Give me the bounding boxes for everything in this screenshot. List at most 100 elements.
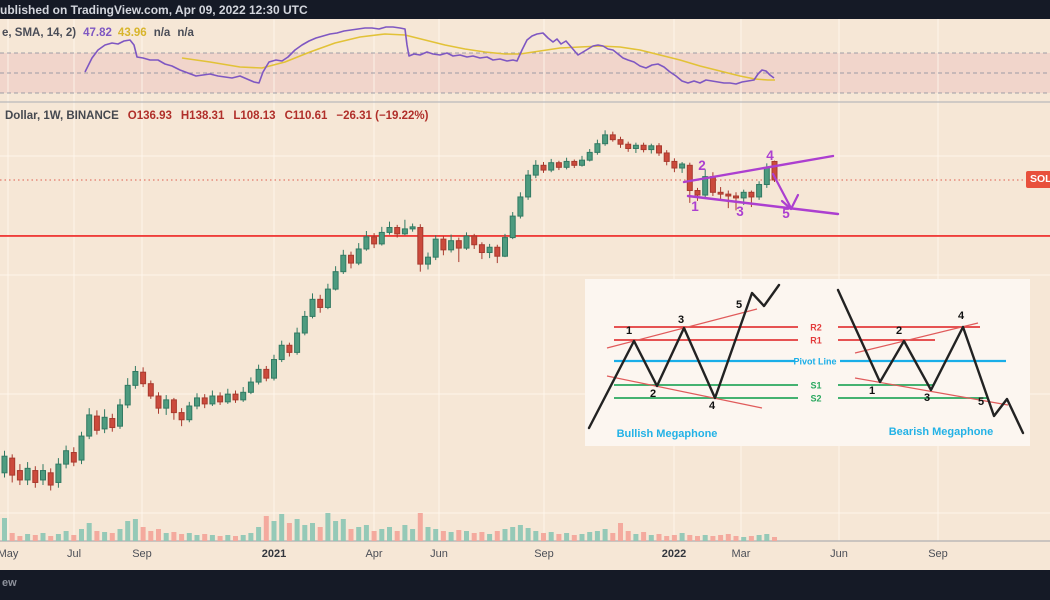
rsi-value-main: 47.82 [83,27,112,39]
volume-bar [325,513,331,541]
ohlc-open: O136.93 [127,110,172,122]
bearish-megaphone-zigzag [836,288,1025,435]
volume-bar [494,531,500,541]
volume-bar [433,529,439,541]
published-text: ublished on TradingView.com, Apr 09, 202… [0,3,308,17]
volume-bar [733,536,739,541]
inset-hline-label: S2 [810,394,821,404]
rsi-indicator-legend[interactable]: e, SMA, 14, 2) 47.82 43.96 n/a n/a [2,27,194,39]
volume-bar [225,535,231,541]
volume-bar [363,525,369,541]
volume-bar [333,521,339,541]
volume-bar [186,533,192,541]
volume-bar [179,534,185,541]
candle-body [594,143,601,153]
candle-body [717,191,724,195]
candle-body [194,397,200,407]
volume-bar [648,535,654,541]
rsi-sma-line [181,33,775,81]
candle-body [571,160,578,166]
candle-body [648,145,655,151]
candle-body [725,193,732,197]
candle-body [178,412,185,421]
candle-body [271,359,277,379]
candle-body [109,418,116,429]
candle-body [47,472,54,486]
volume-bar [348,529,354,541]
candle-body [209,395,216,405]
volume-bar [618,523,623,541]
volume-bar [86,523,92,541]
candle-body [16,470,23,481]
volume-bar [109,533,115,541]
time-axis-label: Jun [430,548,448,560]
inset-trendline [606,375,763,409]
inset-trendline [854,377,1009,406]
candle-body [463,235,470,249]
volume-bar [286,523,292,541]
candle-body [525,174,532,198]
volume-bar [764,534,770,541]
candle-body [517,196,524,217]
candle-body [324,288,331,308]
candle-body [378,231,385,245]
candle-body [640,144,647,151]
inset-hline-label: Pivot Line [793,357,836,367]
volume-bar [209,535,215,541]
volume-bar [741,537,747,541]
bearish-megaphone-title: Bearish Megaphone [889,426,994,438]
inset-trendline [606,308,758,349]
volume-bar [317,527,323,541]
candle-body [224,393,231,403]
candle-body [55,463,62,483]
volume-bar [79,529,84,541]
candle-body [432,238,439,258]
volume-bar [702,535,708,541]
candle-body [24,467,31,481]
volume-bar [664,536,670,541]
volume-bar [233,536,238,541]
time-axis-label: Mar [731,548,751,560]
candle-body [78,435,85,461]
time-axis-label: Jun [830,548,848,560]
candle-body [709,176,716,193]
candle-body [132,370,139,386]
candle-body [548,162,555,171]
volume-bar [171,532,177,541]
candle-body [417,227,424,265]
candle-body [186,405,193,421]
volume-bar [217,536,223,541]
last-price-tag: SOLU [1026,171,1050,188]
volume-bar [410,529,416,541]
rsi-value-na1: n/a [153,27,171,39]
candle-body [348,254,354,264]
time-axis-label: Apr [365,548,383,560]
wave-number-label: 1 [691,199,699,214]
symbol-name: Dollar, 1W, BINANCE [5,110,119,122]
volume-bar [718,535,724,541]
candle-body [394,227,401,235]
volume-bar [263,516,269,541]
candle-body [679,163,686,169]
volume-bar [456,530,462,541]
volume-bar [440,531,446,541]
bullish-megaphone-zigzag [587,283,781,430]
inset-point-label: 1 [626,325,632,337]
volume-bar [40,533,46,541]
rsi-value-sma: 43.96 [117,27,147,39]
wave-number-label: 4 [766,148,774,163]
candle-body [101,416,108,430]
candle-body [86,414,93,437]
volume-bar [125,521,131,541]
candle-body [201,397,208,405]
inset-point-label: 4 [709,400,716,412]
symbol-legend[interactable]: Dollar, 1W, BINANCE O136.93 H138.31 L108.13… [5,110,438,122]
candle-body [671,160,678,169]
candle-body [386,227,393,233]
inset-point-label: 3 [924,392,930,404]
inset-point-label: 2 [650,388,656,400]
candle-body [494,246,501,257]
candle-body [401,228,408,235]
volume-bar [310,523,315,541]
